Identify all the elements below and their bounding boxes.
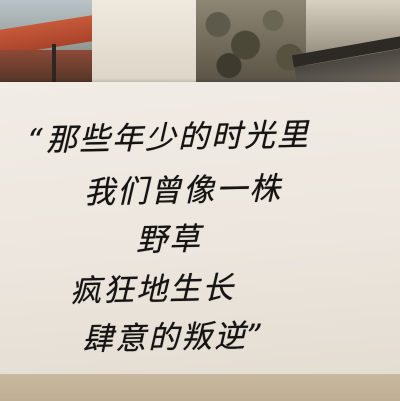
building-wall <box>0 50 92 86</box>
card-bottom-edge <box>0 374 400 401</box>
note-line-1: “那些年少的时光里 <box>27 117 311 159</box>
pillar <box>52 44 56 86</box>
note-line-3: 野草 <box>135 221 203 259</box>
background-paper <box>92 0 196 84</box>
note-line-4: 疯狂地生长 <box>69 270 236 310</box>
trees <box>196 0 306 82</box>
background-photo-building <box>0 0 92 86</box>
note-line-5: 肆意的叛逆” <box>81 318 266 358</box>
background-photo-trees <box>196 0 400 82</box>
handwritten-note-card <box>0 82 400 374</box>
note-line-2: 我们曾像一株 <box>83 170 283 212</box>
